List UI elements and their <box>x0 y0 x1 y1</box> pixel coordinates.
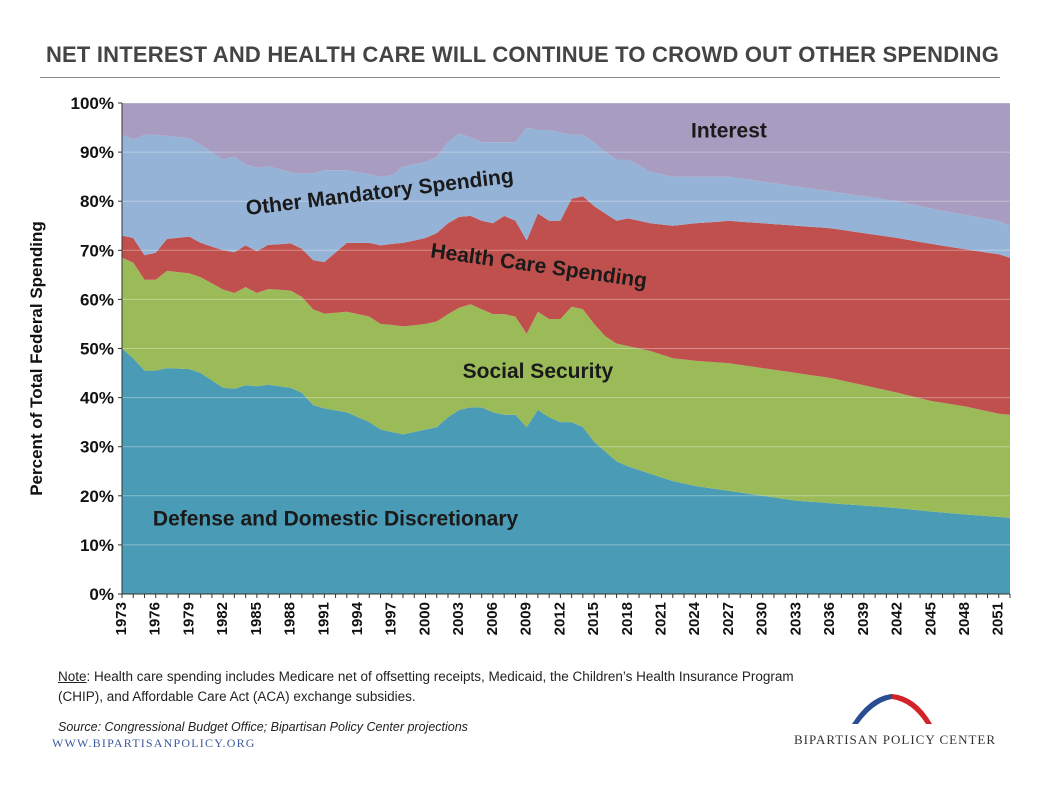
x-tick-label: 1979 <box>180 602 197 635</box>
y-tick-label: 40% <box>80 389 114 408</box>
x-tick-label: 2003 <box>450 602 467 635</box>
area-other-mandatory-spending <box>122 127 1010 263</box>
y-tick-label: 100% <box>71 94 114 113</box>
x-tick-label: 2006 <box>484 602 501 635</box>
x-tick-label: 2036 <box>821 602 838 635</box>
x-tick-label: 2045 <box>922 602 939 635</box>
x-tick-label: 2039 <box>855 602 872 635</box>
x-tick-label: 2021 <box>653 602 670 635</box>
y-tick-label: 50% <box>80 340 114 359</box>
x-tick-label: 2048 <box>956 602 973 635</box>
x-tick-label: 2015 <box>585 602 602 635</box>
x-tick-label: 2033 <box>787 602 804 635</box>
x-tick-label: 2051 <box>990 602 1007 635</box>
x-tick-label: 2042 <box>889 602 906 635</box>
series-label-defense-and-domestic-discretionary: Defense and Domestic Discretionary <box>153 507 519 530</box>
x-tick-label: 1976 <box>147 602 164 635</box>
x-tick-label: 2012 <box>551 602 568 635</box>
y-tick-label: 30% <box>80 438 114 457</box>
chart-title: NET INTEREST AND HEALTH CARE WILL CONTIN… <box>45 42 1000 67</box>
area-defense-and-domestic-discretionary <box>122 348 1010 594</box>
y-tick-label: 10% <box>80 536 114 555</box>
footnote: Note: Health care spending includes Medi… <box>58 667 818 707</box>
x-tick-label: 1994 <box>349 601 366 635</box>
source-citation: Source: Congressional Budget Office; Bip… <box>58 720 468 734</box>
x-tick-label: 1991 <box>315 602 332 635</box>
title-divider <box>40 77 1000 78</box>
area-social-security <box>122 257 1010 518</box>
y-tick-label: 60% <box>80 290 114 309</box>
x-tick-label: 1988 <box>282 602 299 635</box>
x-tick-label: 2009 <box>518 602 535 635</box>
series-label-social-security: Social Security <box>463 360 614 383</box>
footnote-label: Note <box>58 669 87 684</box>
footnote-text: : Health care spending includes Medicare… <box>58 669 794 704</box>
x-tick-label: 2000 <box>416 602 433 635</box>
x-tick-label: 1982 <box>214 602 231 635</box>
website-link[interactable]: WWW.BIPARTISANPOLICY.ORG <box>52 736 256 750</box>
series-label-interest: Interest <box>691 119 767 142</box>
y-tick-label: 80% <box>80 192 114 211</box>
organization-name: BIPARTISAN POLICY CENTER <box>793 732 997 747</box>
x-tick-label: 2018 <box>619 602 636 635</box>
y-tick-label: 90% <box>80 143 114 162</box>
stacked-area-chart: 0% 10% 20% 30% 40% 50% 60% 70% 80% 90% 100% 1973 197… <box>27 94 1011 635</box>
y-tick-label: 20% <box>80 487 114 506</box>
x-tick-label: 1997 <box>383 602 400 635</box>
area-interest <box>122 103 1010 226</box>
x-tick-label: 2024 <box>686 601 703 635</box>
x-tick-label: 1973 <box>113 602 130 635</box>
x-tick-label: 2030 <box>754 602 771 635</box>
area-health-care-spending <box>122 196 1010 415</box>
x-tick-label: 2027 <box>720 602 737 635</box>
x-tick-label: 1985 <box>248 602 265 635</box>
bpc-logo-icon <box>852 694 932 724</box>
y-tick-label: 70% <box>80 241 114 260</box>
y-tick-label: 0% <box>89 585 114 604</box>
y-axis-title: Percent of Total Federal Spending <box>27 221 46 496</box>
